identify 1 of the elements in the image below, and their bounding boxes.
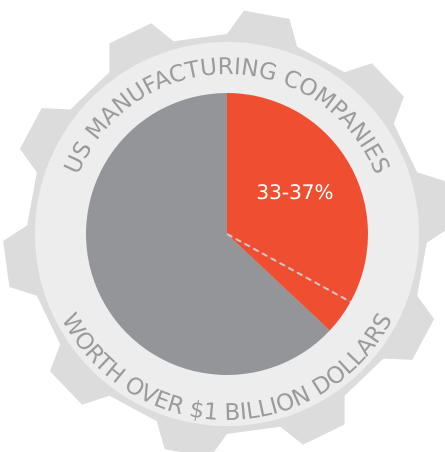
text: 33-37%	[256, 180, 334, 204]
